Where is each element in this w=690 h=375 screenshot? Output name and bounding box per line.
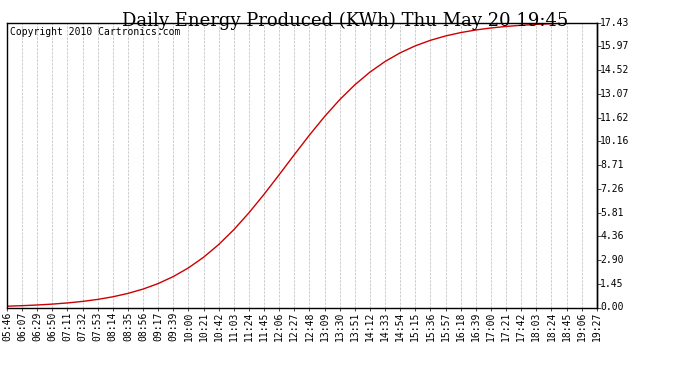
Text: 17.43: 17.43 [600, 18, 630, 27]
Text: 7.26: 7.26 [600, 184, 624, 194]
Text: 8.71: 8.71 [600, 160, 624, 170]
Text: 10.16: 10.16 [600, 136, 630, 146]
Text: 13.07: 13.07 [600, 89, 630, 99]
Text: 14.52: 14.52 [600, 65, 630, 75]
Text: Copyright 2010 Cartronics.com: Copyright 2010 Cartronics.com [10, 27, 180, 37]
Text: 1.45: 1.45 [600, 279, 624, 289]
Text: 0.00: 0.00 [600, 303, 624, 312]
Text: 5.81: 5.81 [600, 207, 624, 218]
Text: 4.36: 4.36 [600, 231, 624, 241]
Text: 15.97: 15.97 [600, 41, 630, 51]
Text: Daily Energy Produced (KWh) Thu May 20 19:45: Daily Energy Produced (KWh) Thu May 20 1… [122, 11, 568, 30]
Text: 2.90: 2.90 [600, 255, 624, 265]
Text: 11.62: 11.62 [600, 112, 630, 123]
